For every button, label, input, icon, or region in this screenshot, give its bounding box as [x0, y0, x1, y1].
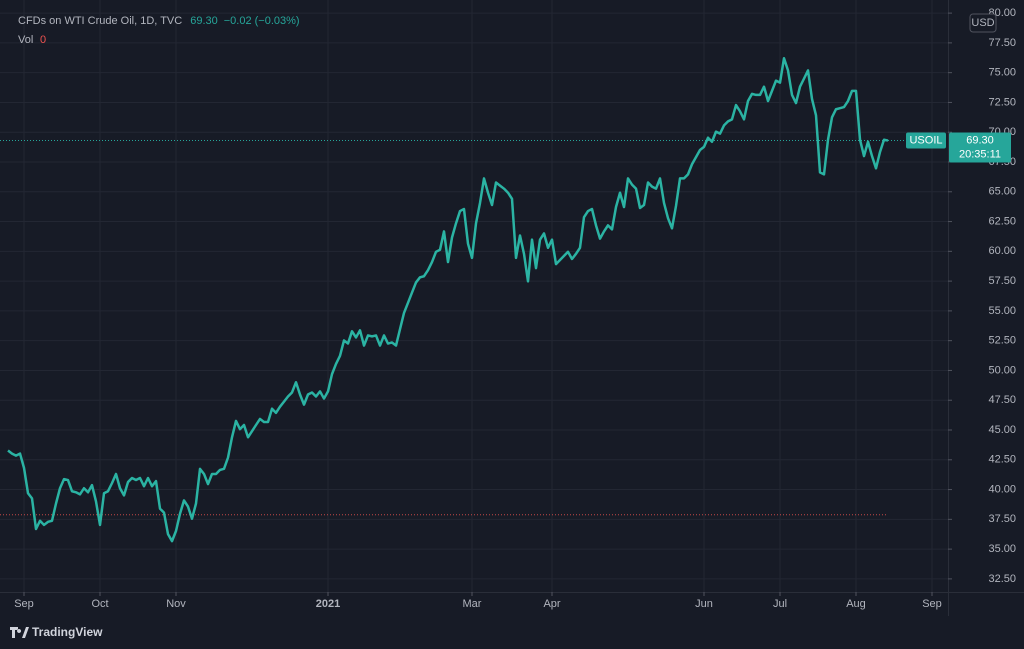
price-change: −0.02 (−0.03%): [224, 15, 300, 27]
y-tick-label: 55.00: [988, 305, 1016, 317]
y-tick-label: 75.00: [988, 67, 1016, 79]
x-tick-label: Aug: [846, 598, 866, 610]
ticker-badge: [906, 132, 946, 149]
y-tick-label: 40.00: [988, 483, 1016, 495]
x-tick-label: Nov: [166, 598, 186, 610]
y-tick-label: 65.00: [988, 186, 1016, 198]
x-tick-label: Jun: [695, 598, 713, 610]
y-tick-label: 42.50: [988, 454, 1016, 466]
y-tick-label: 35.00: [988, 543, 1016, 555]
x-tick-label: Apr: [543, 598, 560, 610]
x-tick-label: Sep: [922, 598, 942, 610]
y-tick-label: 72.50: [988, 96, 1016, 108]
y-tick-label: 45.00: [988, 424, 1016, 436]
brand-name: TradingView: [32, 625, 103, 639]
y-tick-label: 77.50: [988, 37, 1016, 49]
y-tick-label: 50.00: [988, 364, 1016, 376]
y-tick-label: 32.50: [988, 573, 1016, 585]
volume-value: 0: [40, 34, 46, 46]
countdown-label: 20:35:11: [959, 148, 1001, 160]
ticker-label: USOIL: [909, 134, 942, 146]
grid: [0, 0, 948, 592]
y-tick-label: 52.50: [988, 335, 1016, 347]
x-tick-label: Mar: [463, 598, 482, 610]
brand-logo: [10, 627, 29, 638]
y-tick-label: 60.00: [988, 245, 1016, 257]
currency-label[interactable]: USD: [971, 17, 994, 29]
last-price: 69.30: [190, 15, 218, 27]
currency-badge[interactable]: [969, 13, 997, 33]
x-tick-label: 2021: [316, 598, 340, 610]
y-tick-label: 57.50: [988, 275, 1016, 287]
plot: [0, 57, 948, 543]
y-tick-label: 62.50: [988, 215, 1016, 227]
x-tick-label: Sep: [14, 598, 34, 610]
price-label: 69.30: [966, 134, 994, 146]
axes: 32.50 35.00 37.50 40.00 42.50 45.00 47.50 50.00…: [14, 7, 1016, 610]
x-tick-label: Oct: [91, 598, 108, 610]
symbol-title: CFDs on WTI Crude Oil, 1D, TVC: [18, 15, 182, 27]
y-tick-label: 47.50: [988, 394, 1016, 406]
price-badge: [949, 132, 1011, 163]
y-tick-label: 37.50: [988, 513, 1016, 525]
x-tick-label: Jul: [773, 598, 787, 610]
volume-label: Vol: [18, 34, 33, 46]
price-line-series: [7, 57, 889, 543]
